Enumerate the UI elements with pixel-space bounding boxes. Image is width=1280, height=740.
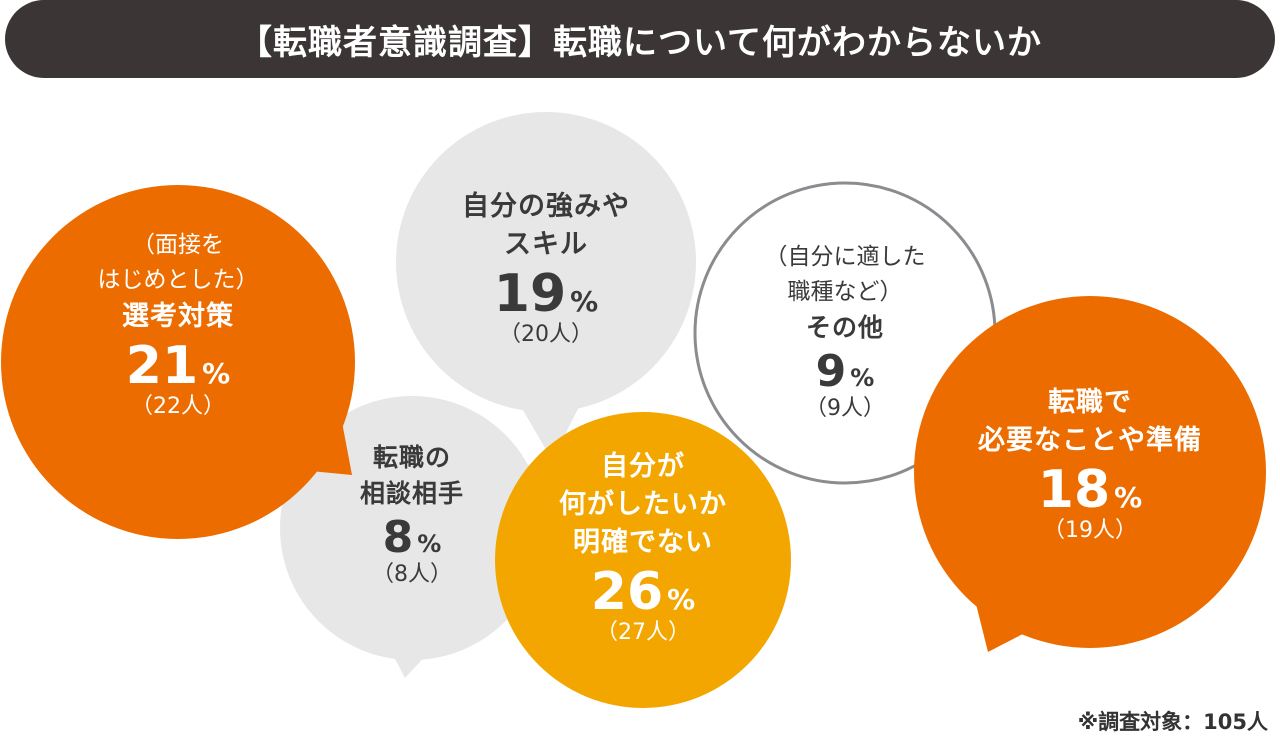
bubble-percent: 8% [383,516,442,560]
bubble-label: 選考対策 [122,301,234,332]
bubble-text-unclear: 自分が 何がしたいか 明確でない 26% （27人） [505,448,781,648]
bubble-label: 転職の [372,443,451,472]
bubble-tail-strengths [520,405,580,460]
bubble-label: 自分が [601,451,685,482]
bubble-count: （19人） [1043,518,1137,543]
bubble-note: （自分に適した [764,244,926,270]
bubble-text-interview: （面接を はじめとした） 選考対策 21% （22人） [11,228,345,422]
bubble-strengths [396,112,696,460]
chart-title: 【転職者意識調査】転職について何がわからないか [5,0,1275,78]
bubble-note: 職種など） [787,279,903,305]
percent-unit: % [417,530,442,558]
percent-unit: % [202,357,231,390]
percent-unit: % [667,583,696,616]
bubble-count: （22人） [131,394,225,419]
bubble-circle-strengths [396,112,696,412]
bubble-text-strengths: 自分の強みや スキル 19% （20人） [406,188,686,350]
bubble-label: 自分の強みや [462,191,630,222]
bubble-circle-unclear [495,412,791,708]
percent-value: 26 [590,562,664,622]
bubble-percent: 26% [591,566,695,618]
percent-unit: % [570,285,599,318]
bubble-percent: 19% [494,268,598,320]
percent-value: 9 [815,346,847,397]
percent-value: 18 [1037,460,1111,520]
bubble-prep [914,296,1266,652]
bubble-text-consult: 転職の 相談相手 8% （8人） [290,440,534,590]
bubble-label: スキル [504,229,588,260]
bubble-label: 相談相手 [359,479,464,508]
bubble-label: 転職で [1048,387,1132,418]
bubble-percent: 21% [126,340,230,392]
bubble-circle-interview [1,185,355,539]
survey-footnote: ※調査対象：105人 [1077,710,1268,734]
bubble-count: （9人） [805,396,885,421]
bubble-note: （面接を [132,232,224,258]
bubble-percent: 18% [1038,464,1142,516]
bubble-unclear [495,412,791,708]
bubble-count: （8人） [372,562,452,587]
bubble-note: はじめとした） [97,267,259,293]
percent-unit: % [850,364,875,392]
bubble-count: （27人） [596,620,690,645]
bubble-label: 明確でない [573,527,713,558]
percent-unit: % [1114,481,1143,514]
bubble-label: 何がしたいか [559,489,727,520]
percent-value: 8 [382,512,414,563]
bubble-label: 必要なことや準備 [978,425,1202,456]
bubble-circle-prep [914,296,1266,648]
bubble-count: （20人） [499,322,593,347]
bubble-label: その他 [805,313,884,342]
bubble-percent: 9% [816,350,875,394]
percent-value: 21 [125,336,199,396]
bubble-text-prep: 転職で 必要なことや準備 18% （19人） [924,384,1256,546]
bubble-text-other: （自分に適した 職種など） その他 9% （9人） [705,240,985,424]
percent-value: 19 [493,264,567,324]
bubble-interview [1,185,355,539]
